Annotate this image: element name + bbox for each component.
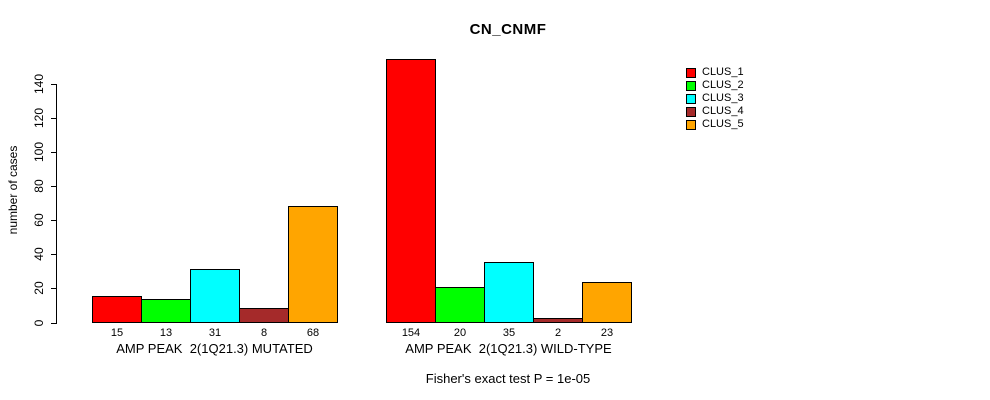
bar-clus_5-group2: [582, 282, 632, 323]
bar-value-label: 8: [260, 327, 268, 339]
y-tick-label: 20: [32, 281, 46, 295]
bar-clus_1-group2: [386, 59, 436, 323]
bar-clus_3-group1: [190, 269, 240, 323]
y-axis-line: [56, 84, 57, 324]
legend-label: CLUS_4: [702, 105, 744, 117]
y-tick-mark: [51, 254, 56, 255]
chart-title: CN_CNMF: [469, 21, 547, 38]
legend-item: CLUS_4: [686, 105, 744, 118]
legend-item: CLUS_3: [686, 92, 744, 105]
bar-clus_2-group1: [141, 299, 191, 323]
y-tick-mark: [51, 84, 56, 85]
y-tick-mark: [51, 323, 56, 324]
bar-value-label: 35: [502, 327, 516, 339]
legend: CLUS_1 CLUS_2 CLUS_3 CLUS_4 CLUS_5: [686, 66, 744, 131]
legend-label: CLUS_2: [702, 79, 744, 91]
legend-swatch-clus_1: [686, 67, 696, 78]
fisher-test-annotation: Fisher's exact test P = 1e-05: [425, 371, 591, 386]
y-tick-mark: [51, 220, 56, 221]
bar-clus_3-group2: [484, 262, 534, 323]
bar-value-label: 68: [306, 327, 320, 339]
bar-value-label: 31: [208, 327, 222, 339]
bar-value-label: 15: [110, 327, 124, 339]
y-tick-label: 100: [32, 141, 46, 163]
legend-label: CLUS_1: [702, 66, 744, 78]
y-axis-label: number of cases: [6, 145, 20, 235]
y-tick-label: 80: [32, 179, 46, 193]
legend-item: CLUS_5: [686, 118, 744, 131]
y-tick-mark: [51, 288, 56, 289]
legend-item: CLUS_1: [686, 66, 744, 79]
bar-value-label: 20: [453, 327, 467, 339]
y-tick-mark: [51, 118, 56, 119]
legend-swatch-clus_4: [686, 106, 696, 117]
bar-value-label: 154: [401, 327, 421, 339]
legend-swatch-clus_3: [686, 93, 696, 104]
y-tick-label: 40: [32, 247, 46, 261]
bar-value-label: 2: [554, 327, 562, 339]
legend-swatch-clus_5: [686, 119, 696, 130]
bar-clus_5-group1: [288, 206, 338, 323]
bar-clus_1-group1: [92, 296, 142, 323]
bar-clus_4-group1: [239, 308, 289, 323]
y-tick-mark: [51, 186, 56, 187]
legend-item: CLUS_2: [686, 79, 744, 92]
y-tick-label: 60: [32, 213, 46, 227]
category-label: AMP PEAK 2(1Q21.3) WILD-TYPE: [405, 341, 612, 356]
y-tick-label: 120: [32, 107, 46, 129]
legend-swatch-clus_2: [686, 80, 696, 91]
y-tick-mark: [51, 152, 56, 153]
bar-value-label: 23: [600, 327, 614, 339]
y-tick-label: 140: [32, 73, 46, 95]
legend-label: CLUS_3: [702, 92, 744, 104]
legend-label: CLUS_5: [702, 118, 744, 130]
y-tick-label: 0: [32, 319, 46, 327]
category-label: AMP PEAK 2(1Q21.3) MUTATED: [116, 341, 313, 356]
bar-value-label: 13: [159, 327, 173, 339]
bar-clus_4-group2: [533, 318, 583, 323]
bar-clus_2-group2: [435, 287, 485, 323]
